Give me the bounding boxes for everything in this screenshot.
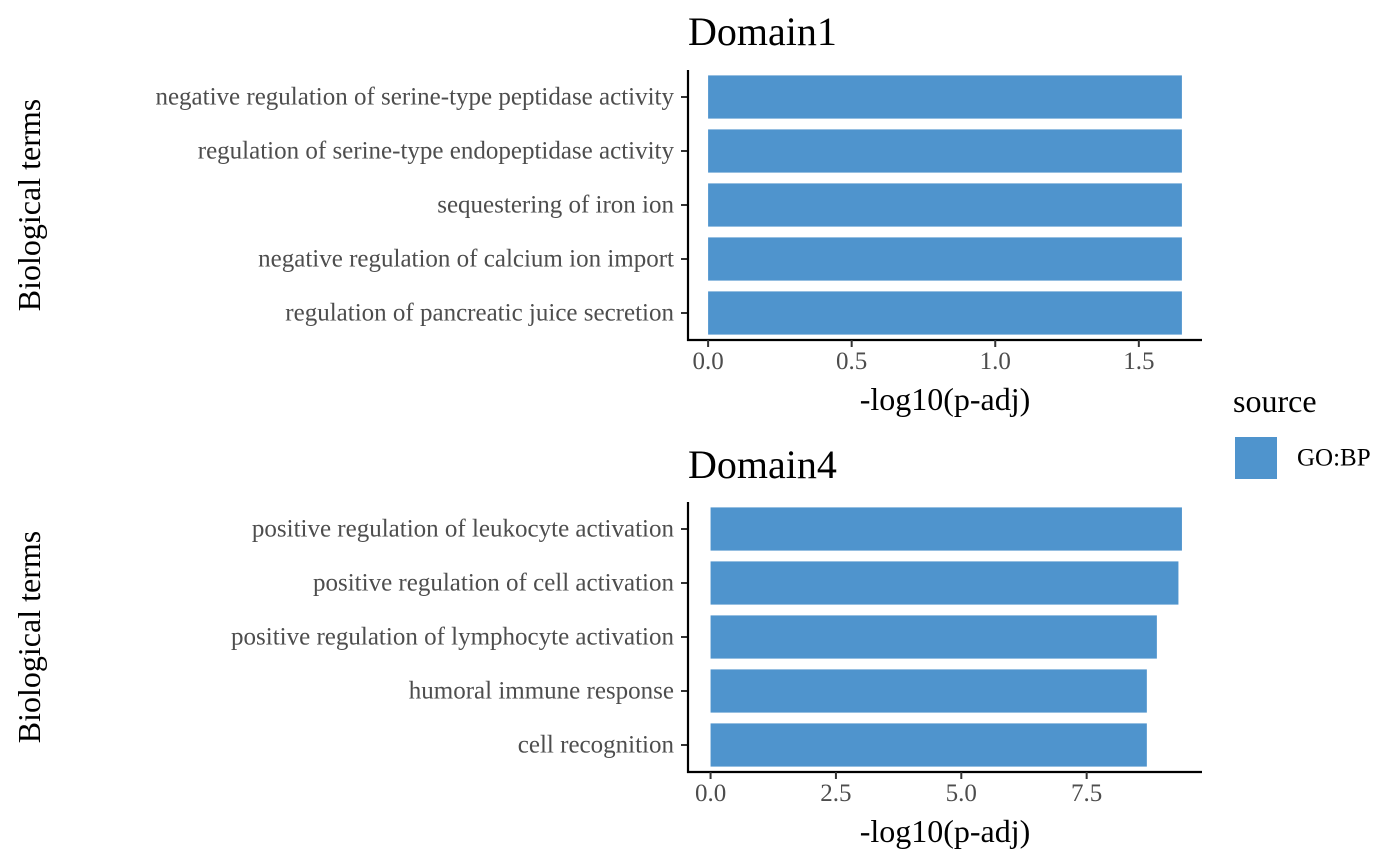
category-label: regulation of pancreatic juice secretion (285, 300, 674, 327)
legend-label: GO:BP (1297, 445, 1371, 472)
x-axis-title: -log10(p-adj) (860, 381, 1031, 417)
category-label: positive regulation of cell activation (313, 570, 674, 597)
category-label: humoral immune response (409, 678, 674, 705)
y-axis-title: Biological terms (11, 531, 47, 743)
x-tick-label: 7.5 (1071, 780, 1102, 807)
category-label: negative regulation of calcium ion impor… (258, 246, 674, 273)
category-label: cell recognition (518, 732, 675, 759)
bar (708, 291, 1182, 335)
x-tick-label: 0.0 (695, 780, 726, 807)
category-label: negative regulation of serine-type pepti… (155, 84, 674, 111)
category-label: sequestering of iron ion (437, 192, 674, 219)
y-axis-title: Biological terms (11, 99, 47, 311)
panel-title: Domain1 (688, 9, 837, 54)
bar (710, 723, 1147, 767)
x-tick-label: 1.0 (980, 348, 1011, 375)
bar (710, 561, 1179, 605)
x-tick-label: 5.0 (946, 780, 977, 807)
category-label: positive regulation of leukocyte activat… (252, 516, 675, 543)
x-tick-label: 0.0 (692, 348, 723, 375)
category-label: positive regulation of lymphocyte activa… (231, 624, 674, 651)
bar (710, 507, 1182, 551)
x-tick-label: 2.5 (820, 780, 851, 807)
bar (708, 237, 1182, 281)
bar (708, 129, 1182, 173)
bar (708, 75, 1182, 119)
x-tick-label: 0.5 (836, 348, 867, 375)
legend-swatch (1235, 437, 1277, 479)
category-label: regulation of serine-type endopeptidase … (198, 138, 675, 165)
legend-title: source (1233, 383, 1317, 419)
bar (710, 615, 1157, 659)
x-tick-label: 1.5 (1123, 348, 1154, 375)
x-axis-title: -log10(p-adj) (860, 813, 1031, 849)
bar (710, 669, 1147, 713)
panel-title: Domain4 (688, 442, 837, 487)
bar (708, 183, 1182, 227)
